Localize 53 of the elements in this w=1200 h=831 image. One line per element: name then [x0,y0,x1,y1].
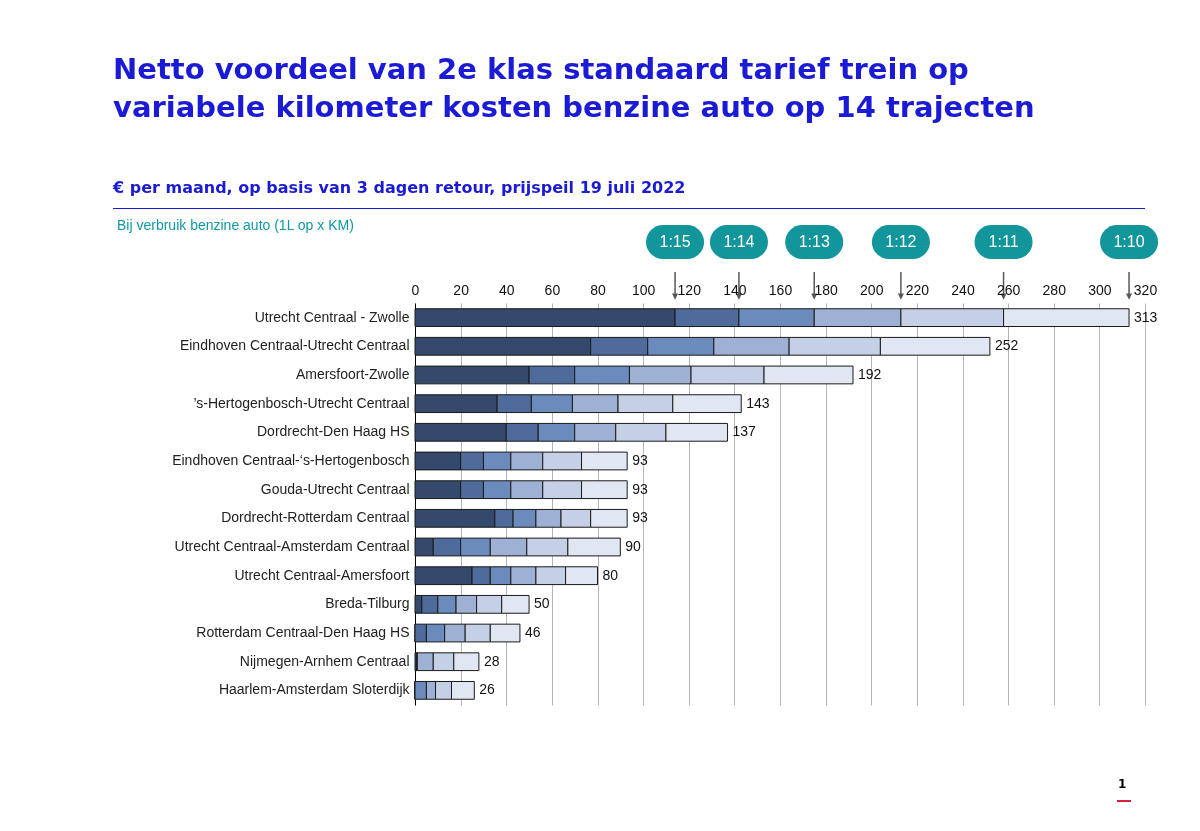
x-tick-label: 180 [814,281,839,298]
total-label: 93 [632,480,648,497]
total-label: 50 [534,595,550,612]
text: 1:14 [723,233,755,250]
x-tick-label: 160 [768,281,793,298]
y-tick-label: Amersfoort-Zwolle [295,365,410,382]
text: 1:12 [885,233,917,250]
y-tick-label: Rotterdam Centraal-Den Haag HS [196,624,410,641]
total-label: 26 [479,681,496,698]
y-tick-label: Utrecht Centraal-Amsterdam Centraal [174,538,410,555]
y-tick-label: Gouda-Utrecht Centraal [260,480,410,497]
y-tick-label: Dordrecht-Rotterdam Centraal [221,509,410,526]
y-tick-label: Nijmegen-Arnhem Centraal [239,652,410,669]
x-tick-label: 200 [860,281,884,298]
total-label: 93 [632,509,648,526]
x-tick-label: 240 [951,281,975,298]
text: 1:15 [659,233,691,250]
x-tick-label: 80 [590,281,606,298]
legend-title: Bij verbruik benzine auto (1L op x KM) [117,217,354,233]
y-tick-label: Utrecht Centraal - Zwolle [254,308,410,325]
x-tick-label: 60 [544,281,561,298]
y-tick-label: Dordrecht-Den Haag HS [256,423,410,440]
y-tick-label: Eindhoven Centraal-‘s-Hertogenbosch [172,451,410,468]
x-tick-label: 220 [905,281,930,298]
text: 1:10 [1113,233,1145,250]
x-tick-label: 20 [453,281,470,298]
x-tick-label: 300 [1088,281,1112,298]
total-label: 192 [858,365,882,382]
total-label: 90 [625,538,642,555]
y-tick-label: ’s-Hertogenbosch-Utrecht Centraal [193,394,410,411]
y-tick-label: Breda-Tilburg [325,595,410,612]
total-label: 46 [524,624,541,641]
text: 1:11 [988,233,1019,250]
y-tick-label: Eindhoven Centraal-Utrecht Centraal [179,337,410,354]
total-label: 313 [1134,308,1158,325]
chart-title: Netto voordeel van 2e klas standaard tarief trein op variabele kilometer kosten benzine auto op 14 trajecten [113,51,1036,126]
chart-subtitle: € per maand, op basis van 3 dagen retour, prijspeil 19 juli 2022 [113,178,686,197]
x-tick-label: 280 [1042,281,1067,298]
total-label: 137 [732,423,757,440]
total-label: 80 [602,566,619,583]
text: 1:13 [798,233,830,250]
x-tick-label: 0 [411,281,420,298]
y-tick-label: Utrecht Centraal-Amersfoort [234,566,410,583]
total-label: 252 [994,337,1019,354]
x-tick-label: 100 [631,281,656,298]
x-tick-label: 40 [498,281,515,298]
x-tick-label: 120 [677,281,702,298]
x-tick-label: 320 [1133,281,1158,298]
y-tick-label: Haarlem-Amsterdam Sloterdijk [218,681,411,698]
total-label: 143 [746,394,770,411]
total-label: 93 [632,451,648,468]
total-label: 28 [483,652,500,669]
text: 1 [1118,777,1127,791]
